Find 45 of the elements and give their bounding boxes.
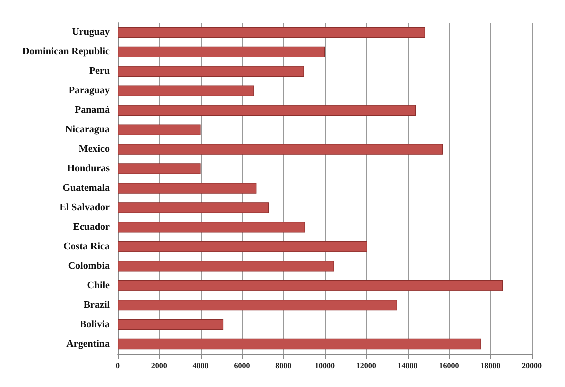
bar: [118, 338, 482, 350]
bar: [118, 242, 368, 252]
bar: [118, 164, 201, 174]
bar: [118, 105, 416, 116]
y-tick-label: El Salvador: [60, 202, 111, 214]
y-tick-label: Paraguay: [68, 86, 110, 97]
y-tick-label: Costa Rica: [64, 241, 110, 252]
bar: [118, 300, 398, 311]
y-tick-label: Chile: [87, 280, 111, 292]
y-tick-label: Honduras: [67, 164, 110, 175]
bar: [118, 144, 443, 155]
bar: [118, 124, 201, 136]
x-tick-label: 20000: [522, 362, 542, 370]
y-tick-label: Peru: [89, 66, 110, 78]
x-tick-label: 0: [116, 362, 120, 370]
x-tick-label: 4000: [192, 362, 209, 370]
x-tick-label: 12000: [356, 362, 376, 370]
bar: [118, 46, 325, 58]
y-tick-label: Bolivia: [80, 319, 110, 330]
bar: [118, 86, 254, 96]
x-tick-label: 16000: [439, 362, 460, 370]
x-tick-label: 14000: [398, 362, 418, 370]
bar: [118, 202, 270, 214]
bar: [118, 27, 426, 38]
bar: [118, 280, 504, 292]
bar: [118, 261, 334, 272]
bar: [118, 319, 224, 330]
x-tick-label: 8000: [276, 362, 292, 370]
bar: [118, 222, 306, 233]
y-tick-label: Argentina: [66, 338, 110, 350]
x-tick-label: 10000: [315, 362, 335, 370]
y-tick-label: Mexico: [78, 144, 110, 156]
y-tick-label: Panamá: [75, 105, 110, 116]
y-tick-label: Colombia: [68, 260, 110, 272]
y-tick-label: Brazil: [84, 300, 110, 311]
y-tick-label: Guatemala: [62, 183, 110, 194]
y-tick-label: Ecuador: [73, 222, 111, 233]
y-tick-label: Nicaragua: [66, 124, 110, 136]
y-tick-label: Uruguay: [72, 27, 110, 38]
x-tick-label: 18000: [480, 362, 501, 370]
bar: [118, 66, 304, 78]
y-tick-label: Dominican Republic: [22, 46, 111, 58]
x-tick-label: 2000: [151, 362, 168, 370]
x-tick-label: 6000: [234, 362, 250, 370]
bar: [118, 183, 257, 194]
